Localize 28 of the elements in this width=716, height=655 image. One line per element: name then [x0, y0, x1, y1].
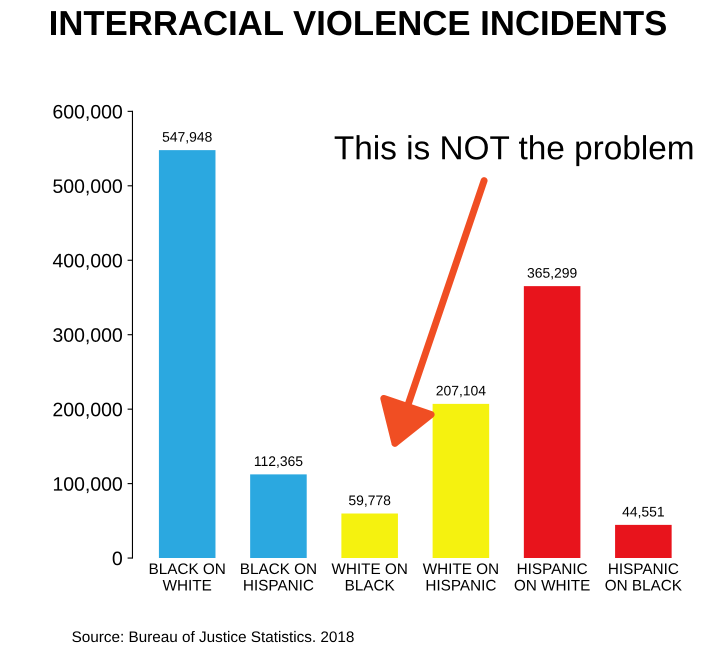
- chart-title: INTERRACIAL VIOLENCE INCIDENTS: [51, 10, 666, 36]
- y-tick-label: 200,000: [53, 402, 122, 419]
- x-tick-label: WHITE ON HISPANIC: [422, 563, 498, 591]
- data-label: 112,365: [254, 456, 302, 468]
- bar: [524, 286, 580, 558]
- x-tick-label: HISPANIC ON WHITE: [514, 563, 590, 591]
- bar: [158, 150, 216, 558]
- y-tick-label: 400,000: [52, 254, 122, 270]
- data-label: 59,778: [348, 495, 390, 507]
- data-label: 207,104: [436, 386, 486, 398]
- y-tick-label: 100,000: [54, 477, 122, 494]
- bar: [341, 514, 398, 558]
- annotation: This is NOT the problem: [334, 135, 692, 166]
- y-tick-label: 300,000: [53, 328, 122, 344]
- data-label: 365,299: [528, 268, 577, 280]
- bar: [432, 404, 490, 558]
- y-tick-label: 600,000: [53, 104, 122, 121]
- data-label: 547,948: [162, 132, 212, 144]
- y-tick-label: 500,000: [53, 179, 122, 196]
- x-tick-label: HISPANIC ON BLACK: [605, 563, 682, 591]
- x-tick-label: BLACK ON HISPANIC: [241, 563, 316, 591]
- source-note: Source: Bureau of Justice Statistics. 2018: [72, 630, 354, 642]
- bar: [250, 474, 307, 558]
- bar: [615, 524, 672, 558]
- x-tick-label: WHITE ON BLACK: [332, 563, 407, 591]
- data-label: 44,551: [622, 506, 664, 518]
- y-tick-label: 0: [112, 552, 122, 566]
- x-tick-label: BLACK ON WHITE: [150, 563, 225, 590]
